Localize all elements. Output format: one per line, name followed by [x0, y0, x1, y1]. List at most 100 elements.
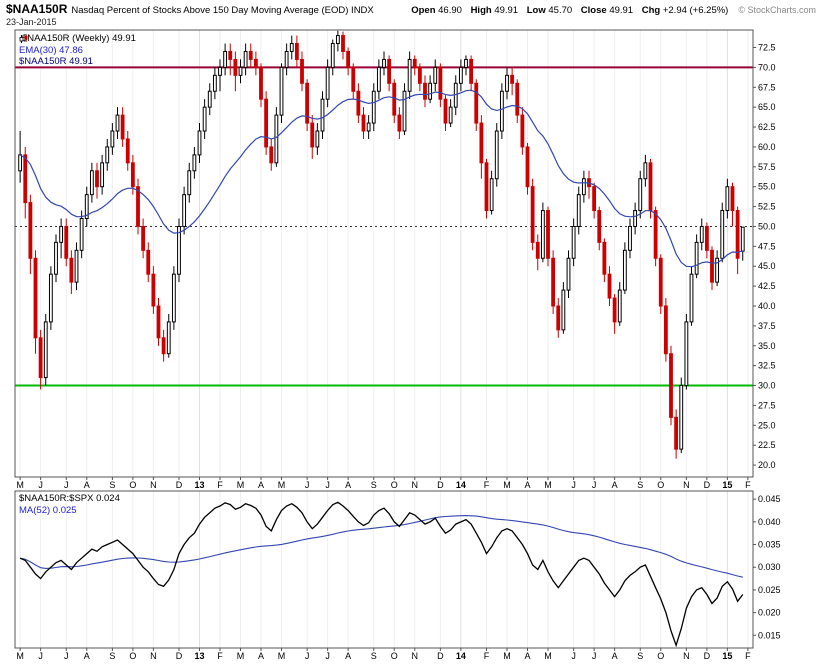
main-plot-border: [14, 29, 754, 478]
svg-text:13: 13: [194, 480, 204, 490]
svg-text:F: F: [745, 480, 751, 490]
svg-text:S: S: [371, 651, 377, 661]
svg-text:A: A: [345, 480, 351, 490]
svg-text:J: J: [64, 651, 69, 661]
svg-text:J: J: [592, 480, 597, 490]
legend-item-ema: EMA(30) 47.86: [19, 45, 136, 57]
main-x-axis: M J J A S O N D 13 F M A M J J A S O N D 14 F M A M J J A S O N D 15 F: [16, 477, 751, 490]
svg-text:F: F: [217, 480, 223, 490]
svg-text:O: O: [129, 480, 136, 490]
svg-text:M: M: [16, 651, 24, 661]
svg-text:F: F: [484, 651, 490, 661]
ratio-line: [19, 501, 744, 648]
svg-text:M: M: [237, 480, 245, 490]
main-legend: $NAA150R (Weekly) 49.91 EMA(30) 47.86 $N…: [19, 33, 136, 68]
low-label: Low: [526, 5, 546, 16]
ratio-y-axis: 0.045 0.040 0.035 0.030 0.025 0.020 0.015: [753, 494, 781, 640]
chart-header: $NAA150R Nasdaq Percent of Stocks Above …: [6, 2, 816, 27]
legend-ma-label: MA(52) 0.025: [19, 504, 77, 516]
svg-text:D: D: [704, 480, 711, 490]
legend-item-ma: MA(52) 0.025: [19, 505, 120, 517]
svg-text:A: A: [258, 480, 264, 490]
svg-text:A: A: [612, 651, 618, 661]
svg-text:M: M: [237, 651, 245, 661]
svg-text:72.5: 72.5: [758, 42, 776, 52]
low-value: 45.70: [548, 5, 573, 16]
ratio-chart: 0.045 0.040 0.035 0.030 0.025 0.020 0.015 M J J A S…: [14, 490, 781, 661]
svg-text:14: 14: [456, 651, 466, 661]
legend-item-hline: $NAA150R 49.91: [19, 56, 136, 68]
svg-text:F: F: [484, 480, 490, 490]
svg-text:M: M: [503, 480, 511, 490]
high-value: 49.91: [494, 5, 519, 16]
svg-text:M: M: [503, 651, 511, 661]
svg-text:F: F: [745, 651, 751, 661]
ratio-legend: $NAA150R:$SPX 0.024 MA(52) 0.025: [19, 493, 120, 516]
svg-text:27.5: 27.5: [758, 400, 776, 410]
chg-label: Chg: [641, 5, 661, 16]
svg-text:S: S: [637, 480, 643, 490]
svg-text:45.0: 45.0: [758, 261, 776, 271]
close-label: Close: [580, 5, 607, 16]
ratio-plot-area: 0.045 0.040 0.035 0.030 0.025 0.020 0.015 M J J A S…: [14, 490, 781, 661]
svg-text:S: S: [109, 651, 115, 661]
ema-line: [19, 89, 743, 268]
svg-text:D: D: [176, 480, 183, 490]
svg-text:35.0: 35.0: [758, 341, 776, 351]
svg-text:0.045: 0.045: [758, 494, 781, 504]
svg-text:32.5: 32.5: [758, 361, 776, 371]
svg-text:S: S: [371, 480, 377, 490]
svg-text:O: O: [657, 480, 664, 490]
page-title: Nasdaq Percent of Stocks Above 150 Day M…: [71, 5, 374, 16]
chg-value: +2.94 (+6.25%): [662, 5, 729, 16]
svg-text:O: O: [657, 651, 664, 661]
svg-text:O: O: [391, 651, 398, 661]
svg-text:15: 15: [722, 651, 732, 661]
svg-text:M: M: [544, 651, 552, 661]
svg-text:S: S: [109, 480, 115, 490]
legend-item-price: $NAA150R (Weekly) 49.91: [19, 33, 136, 45]
symbol: $NAA150R: [6, 2, 68, 16]
svg-text:D: D: [437, 480, 444, 490]
svg-text:0.040: 0.040: [758, 517, 781, 527]
svg-text:A: A: [258, 651, 264, 661]
svg-text:M: M: [278, 480, 286, 490]
svg-text:0.035: 0.035: [758, 540, 781, 550]
quote-bar: Open 46.90 High 49.91 Low 45.70 Close 49…: [405, 5, 728, 16]
svg-text:J: J: [305, 651, 310, 661]
ratio-ma-line: [19, 515, 743, 578]
open-value: 46.90: [438, 5, 462, 16]
svg-text:M: M: [278, 651, 286, 661]
candlesticks: [18, 30, 745, 459]
svg-text:42.5: 42.5: [758, 281, 776, 291]
svg-text:N: N: [683, 651, 690, 661]
svg-text:N: N: [683, 480, 690, 490]
close-value: 49.91: [609, 5, 634, 16]
svg-text:N: N: [412, 651, 419, 661]
svg-text:0.015: 0.015: [758, 630, 781, 640]
svg-text:52.5: 52.5: [758, 202, 776, 212]
main-y-axis: 72.5 70.0 67.5 65.0 62.5 60.0 57.5 55.0 52.5 50.0…: [753, 42, 776, 470]
legend-ratio-label: $NAA150R:$SPX 0.024: [19, 493, 120, 504]
svg-text:S: S: [637, 651, 643, 661]
svg-text:J: J: [38, 480, 43, 490]
svg-text:A: A: [524, 480, 530, 490]
svg-text:N: N: [412, 480, 419, 490]
svg-text:37.5: 37.5: [758, 321, 776, 331]
legend-ema-label: EMA(30) 47.86: [19, 44, 83, 56]
svg-text:15: 15: [722, 480, 732, 490]
svg-text:50.0: 50.0: [758, 221, 776, 231]
svg-text:70.0: 70.0: [758, 62, 776, 72]
svg-text:30.0: 30.0: [758, 381, 776, 391]
legend-item-ratio: $NAA150R:$SPX 0.024: [19, 493, 120, 505]
svg-text:40.0: 40.0: [758, 301, 776, 311]
svg-text:J: J: [325, 480, 330, 490]
svg-text:O: O: [129, 651, 136, 661]
svg-text:55.0: 55.0: [758, 182, 776, 192]
ratio-plot-border: [14, 490, 754, 649]
svg-text:A: A: [524, 651, 530, 661]
svg-text:62.5: 62.5: [758, 122, 776, 132]
svg-text:D: D: [176, 651, 183, 661]
svg-text:A: A: [612, 480, 618, 490]
svg-text:65.0: 65.0: [758, 102, 776, 112]
